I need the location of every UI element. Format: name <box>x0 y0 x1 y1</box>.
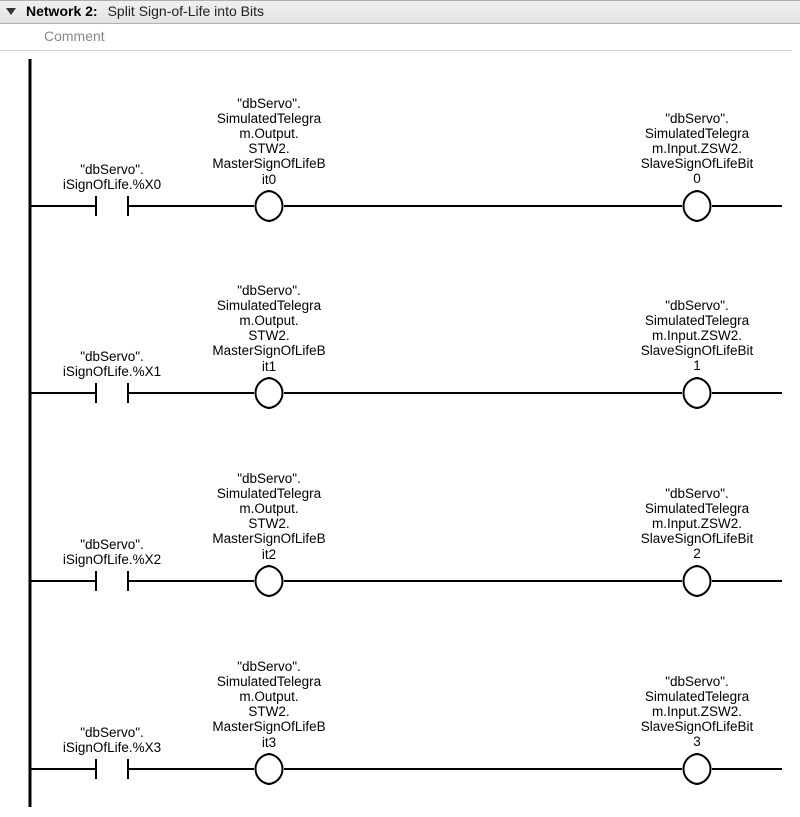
coil-label: "dbServo". SimulatedTelegra m.Output. ST… <box>212 471 325 562</box>
coil-label: "dbServo". SimulatedTelegra m.Input.ZSW2… <box>641 111 754 187</box>
ladder-diagram: "dbServo". iSignOfLife.%X0 "dbServo". Sim… <box>0 51 800 811</box>
collapse-icon[interactable] <box>6 8 16 15</box>
network-title: Split Sign-of-Life into Bits <box>108 3 264 19</box>
contact-label: "dbServo". iSignOfLife.%X2 <box>63 537 161 567</box>
comment-field[interactable]: Comment <box>0 24 792 51</box>
network-label: Network 2: <box>26 3 98 19</box>
coil-label: "dbServo". SimulatedTelegra m.Output. ST… <box>212 659 325 750</box>
coil-label: "dbServo". SimulatedTelegra m.Input.ZSW2… <box>641 486 754 562</box>
contact-label: "dbServo". iSignOfLife.%X0 <box>63 162 161 192</box>
coil-label: "dbServo". SimulatedTelegra m.Input.ZSW2… <box>641 674 754 750</box>
coil-label: "dbServo". SimulatedTelegra m.Output. ST… <box>212 96 325 187</box>
contact-label: "dbServo". iSignOfLife.%X1 <box>63 349 161 379</box>
coil-label: "dbServo". SimulatedTelegra m.Input.ZSW2… <box>641 298 754 374</box>
network-header[interactable]: Network 2: Split Sign-of-Life into Bits <box>0 0 800 24</box>
contact-label: "dbServo". iSignOfLife.%X3 <box>63 725 161 755</box>
coil-label: "dbServo". SimulatedTelegra m.Output. ST… <box>212 283 325 374</box>
